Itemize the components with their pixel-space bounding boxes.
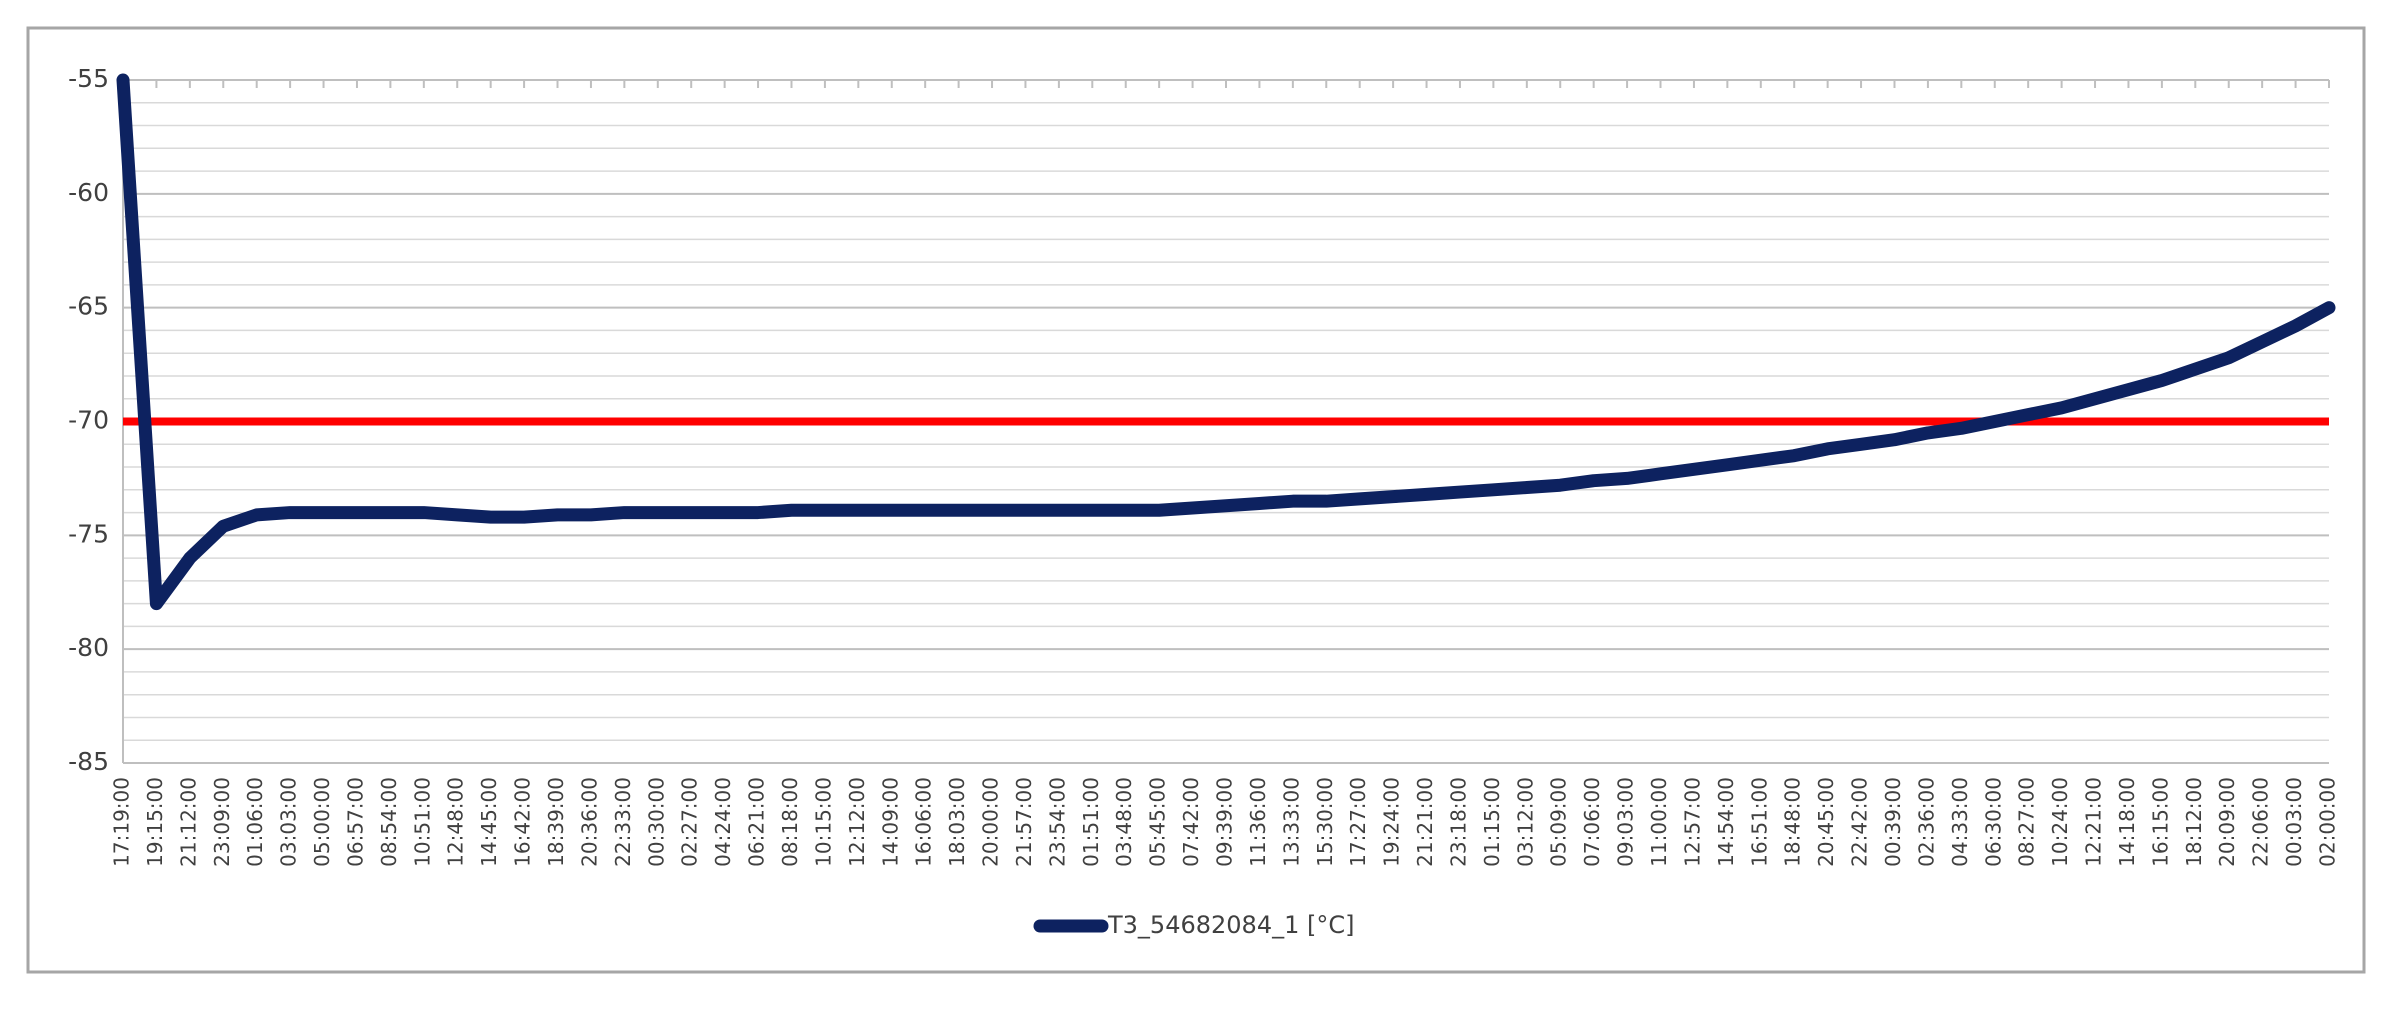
x-tick-label: 23:09:00 <box>210 777 234 867</box>
y-tick-label: -80 <box>68 633 109 662</box>
x-tick-label: 22:33:00 <box>611 777 635 867</box>
x-tick-label: 06:57:00 <box>343 777 367 867</box>
x-tick-label: 17:19:00 <box>110 777 134 867</box>
x-tick-label: 07:42:00 <box>1179 777 1203 867</box>
x-tick-label: 14:54:00 <box>1714 777 1738 867</box>
x-tick-label: 14:18:00 <box>2115 777 2139 867</box>
x-tick-label: 15:30:00 <box>1313 777 1337 867</box>
data-line <box>116 73 2336 611</box>
x-tick-label: 03:48:00 <box>1112 777 1136 867</box>
x-tick-label: 00:30:00 <box>644 777 668 867</box>
x-tick-label: 23:54:00 <box>1045 777 1069 867</box>
x-tick-label: 21:12:00 <box>176 777 200 867</box>
x-tick-label: 01:15:00 <box>1480 777 1504 867</box>
x-tick-label: 10:15:00 <box>811 777 835 867</box>
x-tick-label: 12:57:00 <box>1680 777 1704 867</box>
x-tick-label: 16:15:00 <box>2148 777 2172 867</box>
x-tick-label: 05:00:00 <box>310 777 334 867</box>
x-tick-label: 18:39:00 <box>544 777 568 867</box>
x-tick-label: 11:00:00 <box>1647 777 1671 867</box>
x-tick-label: 08:18:00 <box>778 777 802 867</box>
y-tick-label: -75 <box>68 519 109 548</box>
y-tick-label: -55 <box>68 64 109 93</box>
x-tick-label: 14:09:00 <box>878 777 902 867</box>
x-tick-label: 12:21:00 <box>2082 777 2106 867</box>
x-tick-label: 09:03:00 <box>1614 777 1638 867</box>
x-tick-label: 05:09:00 <box>1547 777 1571 867</box>
chart-border <box>26 26 2366 974</box>
x-tick-label: 19:15:00 <box>143 777 167 867</box>
x-tick-label: 08:27:00 <box>2015 777 2039 867</box>
x-tick-label: 11:36:00 <box>1246 777 1270 867</box>
x-tick-label: 02:00:00 <box>2316 777 2340 867</box>
x-tick-label: 03:12:00 <box>1513 777 1537 867</box>
y-tick-label: -60 <box>68 178 109 207</box>
x-tick-label: 20:36:00 <box>577 777 601 867</box>
y-tick-label: -65 <box>68 292 109 321</box>
x-tick-label: 05:45:00 <box>1146 777 1170 867</box>
x-tick-label: 06:21:00 <box>745 777 769 867</box>
legend-label: T3_54682084_1 [°C] <box>1107 911 1354 939</box>
x-tick-label: 04:33:00 <box>1948 777 1972 867</box>
x-tick-label: 01:06:00 <box>243 777 267 867</box>
x-tick-label: 10:51:00 <box>410 777 434 867</box>
x-tick-label: 21:21:00 <box>1413 777 1437 867</box>
x-tick-label: 16:51:00 <box>1747 777 1771 867</box>
x-tick-label: 23:18:00 <box>1446 777 1470 867</box>
x-tick-label: 22:42:00 <box>1848 777 1872 867</box>
x-tick-label: 16:42:00 <box>511 777 535 867</box>
x-tick-label: 09:39:00 <box>1213 777 1237 867</box>
x-tick-label: 00:39:00 <box>1881 777 1905 867</box>
x-tick-label: 20:00:00 <box>979 777 1003 867</box>
x-tick-label: 14:45:00 <box>477 777 501 867</box>
x-tick-label: 18:12:00 <box>2182 777 2206 867</box>
x-tick-label: 13:33:00 <box>1279 777 1303 867</box>
x-tick-label: 00:03:00 <box>2282 777 2306 867</box>
x-tick-label: 19:24:00 <box>1380 777 1404 867</box>
y-tick-label: -85 <box>68 747 109 776</box>
y-tick-label: -70 <box>68 406 109 435</box>
x-tick-label: 18:48:00 <box>1781 777 1805 867</box>
x-tick-label: 08:54:00 <box>377 777 401 867</box>
x-tick-label: 10:24:00 <box>2048 777 2072 867</box>
x-tick-label: 22:06:00 <box>2249 777 2273 867</box>
x-tick-label: 07:06:00 <box>1580 777 1604 867</box>
x-tick-label: 20:09:00 <box>2215 777 2239 867</box>
x-tick-label: 12:48:00 <box>444 777 468 867</box>
x-tick-label: 21:57:00 <box>1012 777 1036 867</box>
x-tick-label: 17:27:00 <box>1346 777 1370 867</box>
x-tick-label: 06:30:00 <box>1981 777 2005 867</box>
x-tick-label: 02:36:00 <box>1914 777 1938 867</box>
x-tick-label: 02:27:00 <box>678 777 702 867</box>
x-tick-label: 03:03:00 <box>277 777 301 867</box>
x-tick-label: 18:03:00 <box>945 777 969 867</box>
x-tick-label: 04:24:00 <box>711 777 735 867</box>
x-tick-label: 16:06:00 <box>912 777 936 867</box>
x-tick-label: 20:45:00 <box>1814 777 1838 867</box>
x-tick-label: 12:12:00 <box>845 777 869 867</box>
x-tick-label: 01:51:00 <box>1079 777 1103 867</box>
